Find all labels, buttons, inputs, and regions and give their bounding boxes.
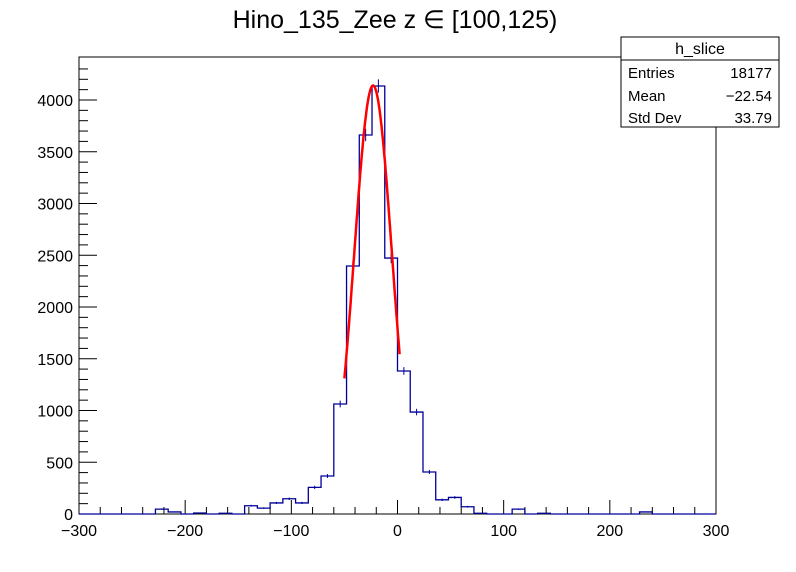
x-tick-label: −200	[167, 523, 203, 540]
stats-label-stddev: Std Dev	[628, 110, 682, 127]
y-tick-label: 1500	[37, 352, 73, 369]
x-tick-label: 200	[596, 523, 623, 540]
y-tick-label: 500	[46, 455, 73, 472]
y-tick-label: 3000	[37, 197, 73, 214]
chart-title: Hino_135_Zee z ∈ [100,125)	[233, 6, 558, 34]
gaussian-fit-curve	[343, 84, 401, 379]
y-tick-label: 2000	[37, 300, 73, 317]
x-tick-label: 300	[703, 523, 730, 540]
y-tick-label: 3500	[37, 145, 73, 162]
x-tick-label: 100	[490, 523, 517, 540]
stats-title: h_slice	[675, 41, 725, 58]
y-tick-label: 0	[64, 507, 73, 524]
y-tick-label: 4000	[37, 93, 73, 110]
x-tick-label: −100	[273, 523, 309, 540]
stats-box-frame	[620, 36, 780, 128]
y-tick-label: 1000	[37, 404, 73, 421]
stats-box: h_slice Entries 18177 Mean −22.54 Std De…	[620, 36, 780, 128]
stats-value-entries: 18177	[730, 65, 772, 82]
y-tick-label: 2500	[37, 248, 73, 265]
x-tick-label: 0	[393, 523, 402, 540]
histogram-outline	[79, 85, 716, 515]
stats-label-entries: Entries	[628, 65, 675, 82]
stats-label-mean: Mean	[628, 88, 666, 105]
stats-value-stddev: 33.79	[734, 110, 772, 127]
stats-value-mean: −22.54	[726, 88, 772, 105]
x-tick-label: −300	[61, 523, 97, 540]
